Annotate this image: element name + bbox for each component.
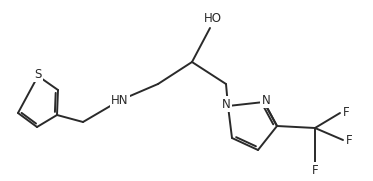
Text: F: F xyxy=(346,134,352,146)
Text: N: N xyxy=(261,94,270,106)
Text: F: F xyxy=(312,163,318,176)
Text: S: S xyxy=(34,68,42,81)
Text: HN: HN xyxy=(111,94,129,106)
Text: HO: HO xyxy=(204,12,222,24)
Text: F: F xyxy=(343,106,349,119)
Text: N: N xyxy=(222,98,231,110)
